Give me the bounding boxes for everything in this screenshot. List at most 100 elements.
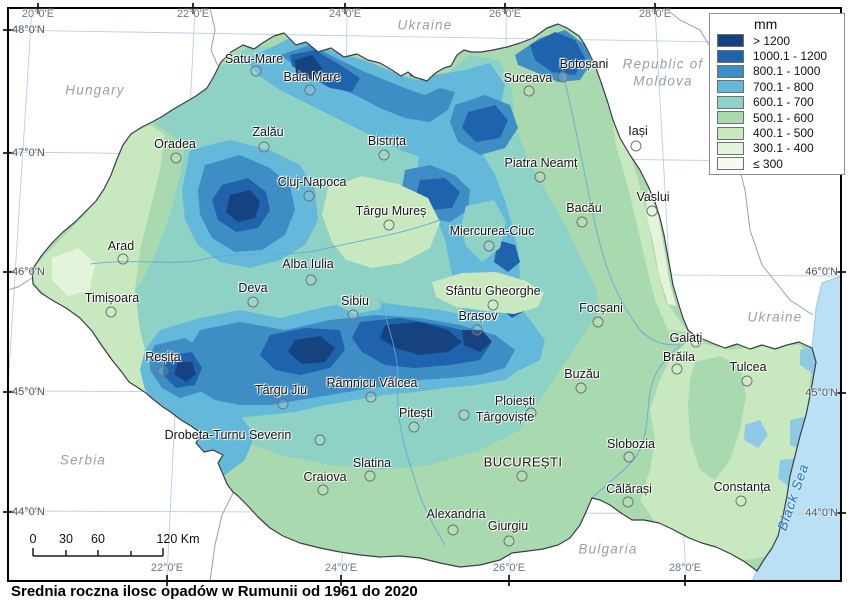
city-marker-slatina xyxy=(364,470,376,482)
city-marker-miercurea-ciuc xyxy=(483,240,495,252)
scale-label-30: 30 xyxy=(59,532,73,546)
city-marker-bucure-ti xyxy=(516,470,528,482)
city-label-zal-u: Zalău xyxy=(252,125,284,139)
coord-label-26-0-e: 26°0'E xyxy=(488,8,522,20)
city-marker-buz-u xyxy=(575,382,587,394)
city-marker-gala-i xyxy=(690,336,702,348)
city-marker-sibiu xyxy=(347,309,359,321)
city-marker-zal-u xyxy=(258,141,270,153)
legend-row: 700.1 - 800 xyxy=(717,79,844,94)
city-marker-slobozia xyxy=(623,451,635,463)
country-label-ukraine: Ukraine xyxy=(747,309,803,325)
city-label-buz-u: Buzău xyxy=(564,367,600,381)
romania-border xyxy=(31,23,817,572)
legend-label: > 1200 xyxy=(753,33,791,48)
city-marker-re-i-a xyxy=(157,365,169,377)
legend-label: ≤ 300 xyxy=(753,156,783,171)
legend-row: 1000.1 - 1200 xyxy=(717,48,844,63)
city-label-oradea: Oradea xyxy=(154,137,196,151)
city-marker-baia-mare xyxy=(304,84,316,96)
city-marker-bra-ov xyxy=(471,324,483,336)
coord-label-26-0-e: 26°0'E xyxy=(492,562,526,574)
city-marker-pite-ti xyxy=(408,421,420,433)
city-marker-ia-i xyxy=(630,140,642,152)
city-label-alba-iulia: Alba Iulia xyxy=(282,257,334,271)
city-marker-craiova xyxy=(317,484,329,496)
country-label-serbia: Serbia xyxy=(59,452,107,468)
city-label-piatra-neam: Piatra Neamț xyxy=(504,156,578,170)
city-label-baia-mare: Baia Mare xyxy=(283,70,341,84)
scale-label-60: 60 xyxy=(91,532,105,546)
city-marker-drobeta-turnu-severin xyxy=(314,434,326,446)
legend-swatch xyxy=(717,80,744,94)
city-marker-timi-oara xyxy=(105,306,117,318)
city-marker-tulcea xyxy=(741,375,753,387)
legend-swatch xyxy=(717,34,744,48)
city-marker-suceava xyxy=(523,85,535,97)
city-label-timi-oara: Timișoara xyxy=(84,291,140,305)
legend-row: ≤ 300 xyxy=(717,156,844,171)
coord-label-44-0-n: 44°0'N xyxy=(805,507,838,519)
city-label-arad: Arad xyxy=(107,239,135,253)
coord-label-28-0-e: 28°0'E xyxy=(668,562,702,574)
city-marker-c-l-ra-i xyxy=(622,496,634,508)
city-marker-alba-iulia xyxy=(305,274,317,286)
coord-label-22-0-e: 22°0'E xyxy=(150,562,184,574)
country-label-hungary: Hungary xyxy=(65,82,125,98)
coord-label-47-0-n: 47°0'N xyxy=(12,147,45,159)
legend-row: > 1200 xyxy=(717,33,844,48)
city-label-constan-a: Constanța xyxy=(713,480,771,494)
coord-label-45-0-n: 45°0'N xyxy=(805,387,838,399)
city-label-satu-mare: Satu-Mare xyxy=(224,52,284,66)
city-marker-t-rgu-mure xyxy=(383,219,395,231)
scale-label-120-km: 120 Km xyxy=(156,532,200,546)
city-label-br-ila: Brăila xyxy=(663,350,695,364)
legend-swatch xyxy=(717,95,744,109)
legend-swatch xyxy=(717,49,744,63)
city-label-suceava: Suceava xyxy=(503,71,553,85)
country-label-ukraine: Ukraine xyxy=(397,17,453,33)
legend-rows: > 1200 1000.1 - 1200 800.1 - 1000 700.1 - 8… xyxy=(717,33,844,172)
coord-label-46-0-n: 46°0'N xyxy=(12,266,45,278)
city-label-tulcea: Tulcea xyxy=(729,360,767,374)
city-marker-alexandria xyxy=(447,524,459,536)
city-label-bistri-a: Bistrița xyxy=(367,134,407,148)
legend-swatch xyxy=(717,111,744,125)
city-label-deva: Deva xyxy=(238,281,268,295)
city-label-bra-ov: Brașov xyxy=(458,309,498,323)
city-marker-vaslui xyxy=(646,205,658,217)
city-marker-deva xyxy=(247,296,259,308)
city-marker-arad xyxy=(117,253,129,265)
city-label-foc-ani: Focșani xyxy=(579,301,623,315)
city-label-bac-u: Bacău xyxy=(566,201,602,215)
city-label-re-i-a: Reșița xyxy=(145,350,181,364)
city-label-bucure-ti: BUCUREȘTI xyxy=(483,454,563,470)
coord-label-28-0-e: 28°0'E xyxy=(638,8,672,20)
city-label-boto-ani: Botoșani xyxy=(559,57,609,71)
city-marker-boto-ani xyxy=(557,71,569,83)
city-label-slobozia: Slobozia xyxy=(607,437,655,451)
city-label-slatina: Slatina xyxy=(352,456,392,470)
city-label-r-mnicu-v-lcea: Râmnicu Vâlcea xyxy=(326,376,418,390)
city-marker-r-mnicu-v-lcea xyxy=(365,391,377,403)
city-label-t-rgovi-te: Târgoviște xyxy=(475,410,535,424)
city-label-gala-i: Galați xyxy=(669,331,703,345)
city-marker-piatra-neam xyxy=(534,171,546,183)
legend-label: 600.1 - 700 xyxy=(753,95,814,110)
city-label-t-rgu-jiu: Târgu Jiu xyxy=(254,383,308,397)
legend-label: 400.1 - 500 xyxy=(753,126,814,141)
city-marker-t-rgovi-te xyxy=(458,409,470,421)
map-title: Srednia roczna ilosc opadów w Rumunii od… xyxy=(11,583,418,600)
legend-row: 800.1 - 1000 xyxy=(717,64,844,79)
city-label-ia-i: Iași xyxy=(628,124,648,138)
city-label-giurgiu: Giurgiu xyxy=(487,519,529,533)
legend-label: 300.1 - 400 xyxy=(753,141,814,156)
legend-swatch xyxy=(717,126,744,140)
coord-label-22-0-e: 22°0'E xyxy=(176,8,210,20)
legend-row: 600.1 - 700 xyxy=(717,95,844,110)
city-label-drobeta-turnu-severin: Drobeta-Turnu Severin xyxy=(164,428,292,442)
legend-label: 800.1 - 1000 xyxy=(753,64,821,79)
city-marker-cluj-napoca xyxy=(303,190,315,202)
legend-swatch xyxy=(717,157,744,171)
